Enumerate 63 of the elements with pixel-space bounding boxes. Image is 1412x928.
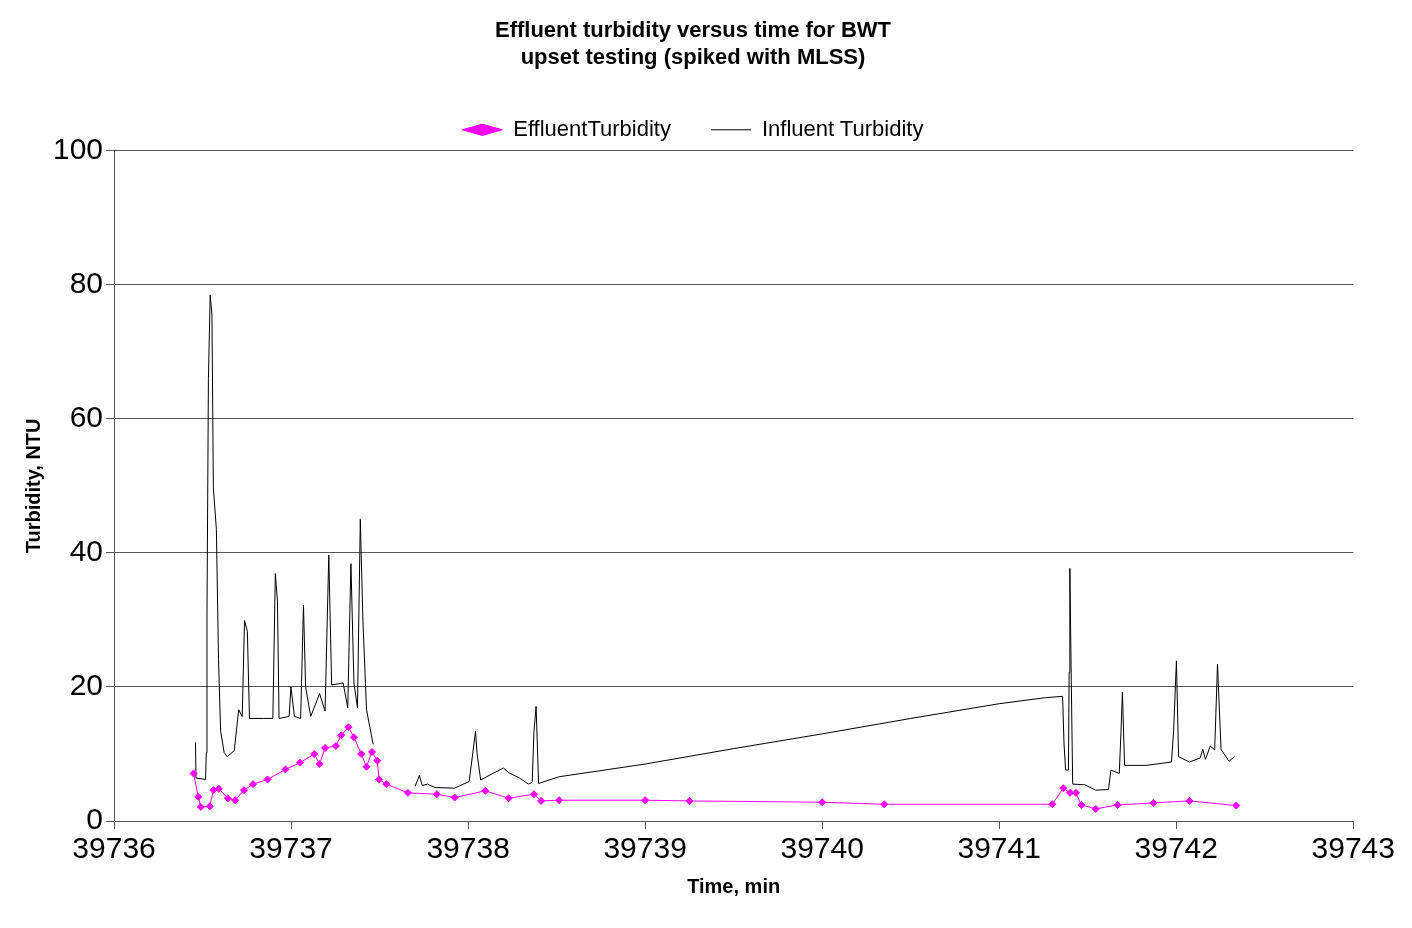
point (537, 796, 546, 805)
y-tick-label: 40 (69, 534, 104, 568)
point (331, 741, 340, 750)
point (315, 760, 324, 769)
point (382, 780, 391, 789)
point (555, 796, 564, 805)
y-axis-title: Turbidity, NTU (21, 418, 44, 554)
point (263, 775, 272, 784)
point (1077, 800, 1086, 809)
point (450, 793, 459, 802)
point (337, 731, 346, 740)
point (1185, 796, 1194, 805)
y-tick-label: 100 (52, 132, 104, 166)
legend-label: EffluentTurbidity (513, 115, 671, 141)
point (205, 802, 214, 811)
point (362, 762, 371, 771)
x-tick-label: 39740 (780, 831, 864, 865)
point (209, 786, 218, 795)
point (880, 800, 889, 809)
point (194, 792, 203, 801)
point (1113, 800, 1122, 809)
point (214, 784, 223, 793)
y-tick-label: 20 (69, 668, 104, 702)
point (321, 743, 330, 752)
point (375, 775, 384, 784)
point (310, 749, 319, 758)
point (223, 794, 232, 803)
point (373, 756, 382, 765)
point (1048, 800, 1057, 809)
x-axis-title: Time, min (687, 874, 781, 897)
point (367, 747, 376, 756)
point (685, 796, 694, 805)
point (504, 794, 513, 803)
point (432, 790, 441, 799)
point (481, 786, 490, 795)
point (403, 788, 412, 797)
x-tick-label: 39739 (603, 831, 687, 865)
chart-title: Effluent turbidity versus time for BWT upset testing (spiked with MLSS) (494, 17, 892, 69)
point (281, 765, 290, 774)
point (1149, 798, 1158, 807)
point (231, 796, 240, 805)
point (1232, 801, 1241, 810)
point (240, 786, 248, 795)
y-tick-label: 60 (69, 400, 104, 434)
point (357, 749, 366, 758)
point (529, 790, 538, 799)
point (349, 733, 358, 742)
point (196, 802, 205, 811)
point (249, 780, 258, 789)
x-tick-label: 39737 (249, 831, 333, 865)
x-tick-label: 39741 (957, 831, 1041, 865)
point (295, 758, 304, 767)
point (1091, 804, 1100, 813)
y-tick-label: 80 (69, 266, 104, 300)
x-tick-label: 39743 (1311, 831, 1396, 865)
x-tick-label: 39742 (1134, 831, 1218, 865)
point (1059, 784, 1068, 793)
legend-label: Influent Turbidity (761, 115, 924, 141)
point (344, 723, 353, 732)
point (641, 796, 650, 805)
point (818, 798, 827, 807)
point (189, 769, 198, 778)
x-tick-label: 39738 (426, 831, 510, 865)
